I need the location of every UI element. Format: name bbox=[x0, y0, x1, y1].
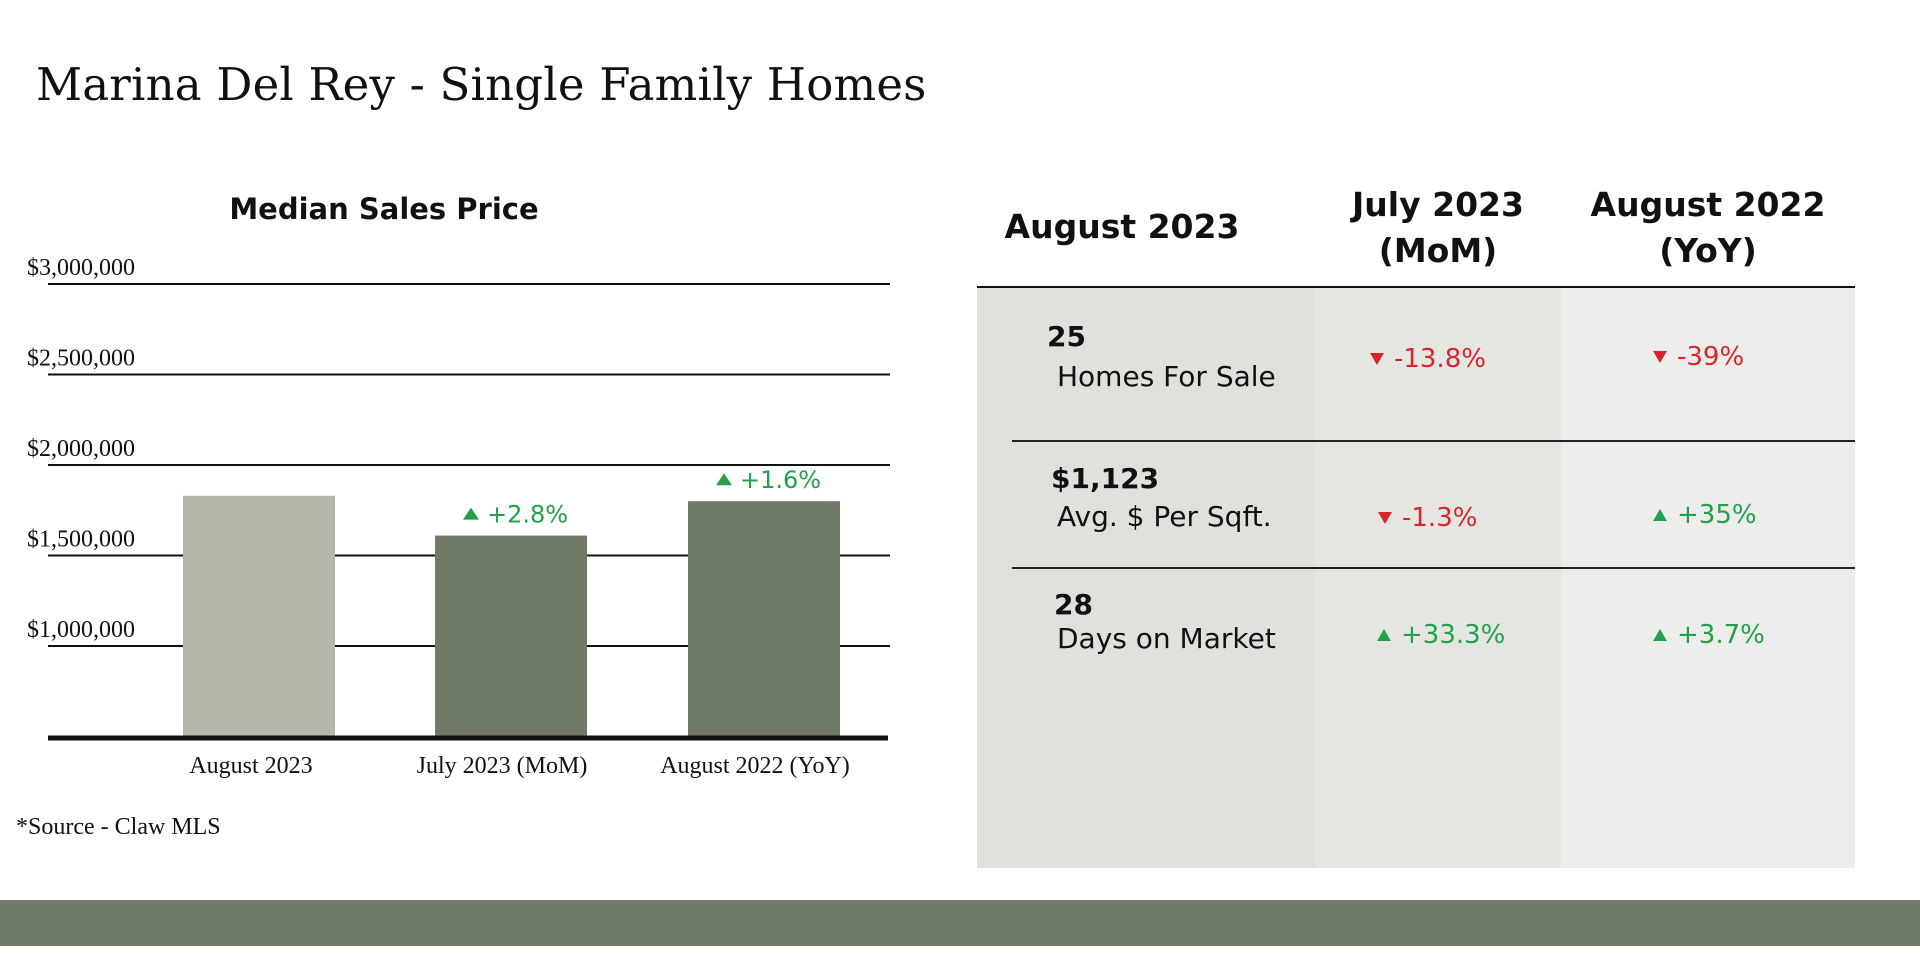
table-header-mom: July 2023 (MoM) bbox=[1315, 182, 1561, 274]
bar-change-label: +2.8% bbox=[487, 501, 568, 529]
source-note: *Source - Claw MLS bbox=[16, 814, 221, 840]
metric-label: Days on Market bbox=[1057, 622, 1276, 655]
page-title: Marina Del Rey - Single Family Homes bbox=[36, 58, 927, 111]
median-sales-price-chart: Median Sales Price $1,000,000 $1,500,000 $2… bbox=[27, 192, 890, 779]
up-arrow-icon bbox=[1653, 509, 1667, 521]
metric-change-yoy: +3.7% bbox=[1653, 620, 1765, 650]
metric-value: 28 bbox=[1054, 588, 1093, 621]
x-tick-label: August 2022 (YoY) bbox=[660, 753, 850, 779]
table-header-divider bbox=[977, 286, 1855, 288]
table-header-sublabel: (MoM) bbox=[1378, 231, 1498, 270]
change-value: -13.8% bbox=[1394, 344, 1486, 374]
down-arrow-icon bbox=[1378, 512, 1392, 524]
metric-label: Homes For Sale bbox=[1057, 360, 1276, 393]
change-value: -1.3% bbox=[1402, 503, 1478, 533]
metric-label: Avg. $ Per Sqft. bbox=[1057, 500, 1272, 533]
down-arrow-icon bbox=[1653, 351, 1667, 363]
y-tick-label: $1,000,000 bbox=[27, 617, 135, 643]
chart-title: Median Sales Price bbox=[229, 192, 538, 226]
table-column-bg-mom bbox=[1315, 288, 1561, 868]
table-header-label: August 2023 bbox=[1004, 207, 1240, 246]
metric-change-mom: -13.8% bbox=[1370, 344, 1486, 374]
y-tick-label: $2,000,000 bbox=[27, 436, 135, 462]
change-value: +35% bbox=[1677, 500, 1757, 530]
up-arrow-icon bbox=[1653, 629, 1667, 641]
table-row-divider bbox=[1012, 567, 1855, 569]
up-arrow-icon bbox=[716, 473, 732, 486]
bar-change-label: +1.6% bbox=[740, 466, 821, 494]
footer-band bbox=[0, 900, 1920, 946]
x-tick-label: July 2023 (MoM) bbox=[417, 753, 588, 779]
up-arrow-icon bbox=[1377, 629, 1391, 641]
change-value: -39% bbox=[1677, 342, 1745, 372]
metric-change-yoy: +35% bbox=[1653, 500, 1757, 530]
down-arrow-icon bbox=[1370, 353, 1384, 365]
metric-change-mom: -1.3% bbox=[1378, 503, 1477, 533]
up-arrow-icon bbox=[463, 507, 479, 520]
table-header-sublabel: (YoY) bbox=[1659, 231, 1757, 270]
table-header-current: August 2023 bbox=[977, 204, 1267, 250]
table-header-label: July 2023 bbox=[1352, 185, 1524, 224]
metric-value: 25 bbox=[1047, 320, 1086, 353]
bar bbox=[183, 495, 335, 738]
y-tick-label: $2,500,000 bbox=[27, 346, 135, 372]
metric-change-mom: +33.3% bbox=[1377, 620, 1505, 650]
bar bbox=[688, 501, 840, 738]
table-column-bg-yoy bbox=[1561, 288, 1855, 868]
table-header-yoy: August 2022 (YoY) bbox=[1561, 182, 1855, 274]
y-tick-label: $1,500,000 bbox=[27, 527, 135, 553]
metric-change-yoy: -39% bbox=[1653, 342, 1744, 372]
y-tick-label: $3,000,000 bbox=[27, 255, 135, 281]
table-row-divider bbox=[1012, 440, 1855, 442]
table-column-bg-current bbox=[977, 288, 1315, 868]
metric-value: $1,123 bbox=[1051, 462, 1160, 495]
x-tick-label: August 2023 bbox=[189, 753, 312, 779]
change-value: +33.3% bbox=[1401, 620, 1506, 650]
bar bbox=[435, 535, 587, 738]
change-value: +3.7% bbox=[1677, 620, 1765, 650]
table-header-label: August 2022 bbox=[1590, 185, 1826, 224]
